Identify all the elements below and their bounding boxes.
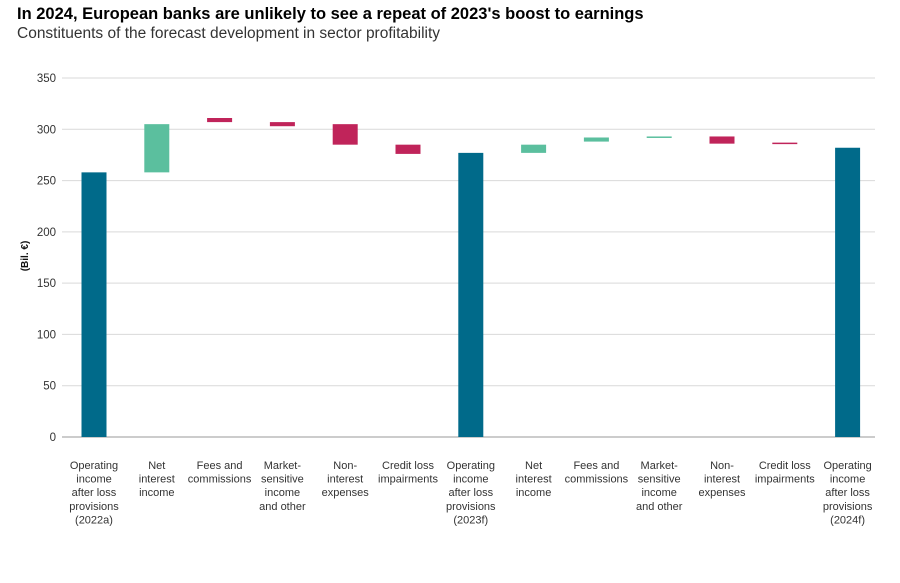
category-label: Credit loss impairments bbox=[378, 460, 438, 486]
category-label: Fees and commissions bbox=[565, 460, 629, 486]
category-label: Non-interest expenses bbox=[322, 460, 370, 499]
category-label: Operating income after loss provisions (2023… bbox=[446, 460, 496, 526]
gridlines bbox=[62, 77, 875, 438]
chart-subtitle: Constituents of the forecast development… bbox=[17, 25, 441, 42]
bar-decrease bbox=[269, 122, 295, 127]
bar-increase bbox=[521, 144, 547, 153]
bar-total bbox=[81, 172, 107, 437]
y-tick-label: 100 bbox=[37, 329, 56, 341]
bars bbox=[81, 118, 861, 437]
category-label: Non-interest expenses bbox=[698, 460, 746, 499]
bar-decrease bbox=[709, 136, 735, 144]
bar-increase bbox=[646, 136, 672, 138]
bar-total bbox=[458, 152, 484, 437]
y-axis-ticks: 0 50 100 150 200 250 300 350 bbox=[37, 73, 56, 444]
bar-increase bbox=[144, 124, 170, 173]
bar-decrease bbox=[207, 118, 233, 123]
bar-decrease bbox=[772, 142, 798, 145]
y-tick-label: 50 bbox=[43, 381, 56, 393]
category-label: Market-sensitive income and other bbox=[259, 460, 306, 513]
y-tick-label: 300 bbox=[37, 124, 56, 136]
category-label: Credit loss impairments bbox=[755, 460, 815, 486]
category-label: Operating income after loss provisions (2024… bbox=[823, 460, 873, 526]
bar-increase bbox=[583, 137, 609, 142]
y-axis-label: (Bil. €) bbox=[20, 241, 31, 272]
y-tick-label: 200 bbox=[37, 227, 56, 239]
category-label: Net interest income bbox=[516, 460, 552, 499]
category-label: Market-sensitive income and other bbox=[636, 460, 683, 513]
bar-decrease bbox=[395, 144, 421, 154]
y-tick-label: 350 bbox=[37, 73, 56, 85]
category-label: Net interest income bbox=[139, 460, 175, 499]
chart-title: In 2024, European banks are unlikely to … bbox=[17, 5, 644, 23]
bar-decrease bbox=[332, 124, 358, 145]
category-label: Operating income after loss provisions (2022… bbox=[69, 460, 119, 526]
y-tick-label: 0 bbox=[50, 432, 56, 444]
y-tick-label: 250 bbox=[37, 176, 56, 188]
category-label: Fees and commissions bbox=[188, 460, 252, 486]
bar-total bbox=[835, 147, 861, 437]
y-tick-label: 150 bbox=[37, 278, 56, 290]
category-labels: Operating income after loss provisions (2022… bbox=[69, 460, 873, 526]
